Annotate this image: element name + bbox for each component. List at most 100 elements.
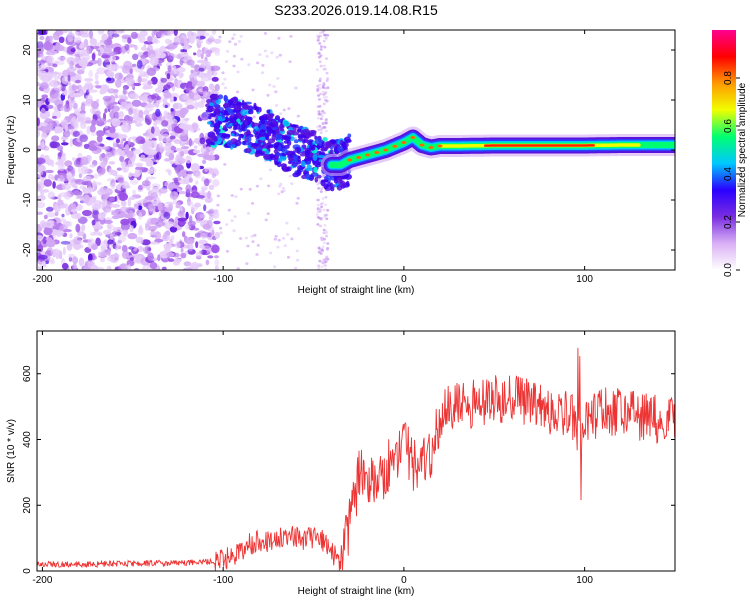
noise-blob (226, 250, 229, 253)
noise-blob (144, 72, 147, 77)
noise-blob (117, 177, 124, 184)
noise-blob (224, 87, 227, 90)
ridge-hotspot (356, 156, 361, 159)
noise-blob (321, 112, 324, 115)
noise-blob (193, 150, 200, 154)
noise-blob (253, 234, 256, 237)
noise-blob (232, 229, 235, 232)
noise-blob (62, 92, 65, 95)
noise-blob (196, 81, 206, 87)
noise-blob (261, 71, 264, 74)
ridge-blob (275, 134, 282, 140)
ridge-hotspot (401, 141, 406, 144)
noise-blob (58, 152, 62, 159)
noise-blob (109, 111, 115, 117)
noise-blob (322, 82, 325, 85)
colorbar-gradient (712, 30, 736, 270)
noise-blob (119, 156, 124, 162)
colorbar-tick-label: 0.4 (723, 167, 734, 181)
noise-blob (245, 237, 248, 240)
noise-blob (317, 94, 320, 97)
noise-blob (52, 116, 57, 119)
noise-blob (126, 151, 134, 159)
noise-blob (170, 117, 176, 123)
y-tick-label: 400 (22, 431, 33, 448)
noise-blob (323, 34, 326, 37)
noise-blob (75, 224, 80, 233)
noise-blob (184, 41, 189, 50)
noise-blob (46, 237, 53, 241)
ridge-hotspot (374, 151, 379, 154)
ridge-blob (259, 117, 266, 120)
ridge-blob (247, 136, 252, 143)
noise-blob (82, 210, 92, 216)
noise-blob (173, 261, 180, 266)
noise-blob (143, 85, 153, 90)
noise-blob (168, 183, 173, 191)
noise-blob (100, 87, 107, 93)
noise-blob (110, 132, 119, 138)
noise-blob (200, 137, 206, 144)
noise-blob (107, 223, 112, 229)
noise-blob (170, 191, 179, 200)
ridge-blob (282, 148, 288, 154)
noise-blob (127, 233, 137, 239)
noise-blob (323, 242, 326, 245)
ridge-blob (321, 179, 328, 182)
noise-blob (95, 72, 99, 81)
ridge-blob (324, 141, 332, 148)
noise-blob (73, 211, 77, 214)
noise-blob (92, 204, 102, 210)
noise-blob (316, 126, 319, 129)
noise-blob (104, 108, 107, 113)
ridge-blob (283, 121, 288, 126)
ridge-blob (288, 157, 295, 161)
noise-blob (65, 125, 69, 132)
noise-blob (62, 183, 71, 190)
noise-blob (170, 235, 174, 240)
noise-blob (92, 220, 96, 226)
noise-blob (185, 155, 192, 163)
noise-blob (223, 163, 226, 166)
noise-blob (90, 125, 96, 133)
noise-blob (188, 243, 193, 249)
noise-blob (39, 74, 45, 80)
ridge-blob (284, 140, 289, 143)
noise-blob (67, 67, 77, 72)
ridge-blob (279, 124, 284, 128)
noise-blob (204, 151, 209, 156)
noise-blob (49, 141, 57, 148)
y-tick-label: 0 (22, 568, 33, 574)
noise-blob (322, 245, 325, 248)
noise-blob (72, 256, 78, 264)
ridge-blob (236, 102, 243, 105)
noise-blob (114, 214, 124, 218)
noise-blob (177, 67, 185, 72)
noise-blob (180, 151, 185, 157)
x-tick-label: -100 (213, 274, 233, 285)
ridge-blob (307, 165, 312, 170)
noise-blob (98, 168, 105, 175)
noise-blob (186, 88, 192, 94)
noise-blob (319, 98, 322, 101)
noise-blob (138, 76, 142, 83)
noise-blob (318, 113, 321, 116)
noise-blob (123, 251, 126, 258)
y-tick-label: -10 (22, 192, 33, 207)
ridge-blob (221, 110, 228, 115)
noise-blob (137, 163, 143, 167)
ridge-blob (305, 173, 310, 179)
noise-blob (195, 241, 198, 248)
noise-blob (82, 181, 92, 186)
noise-blob (238, 40, 241, 43)
noise-blob (151, 103, 159, 108)
noise-blob (290, 238, 293, 241)
noise-blob (157, 254, 160, 261)
noise-blob (168, 258, 174, 262)
ridge-blob (308, 139, 313, 142)
ridge-blob (245, 148, 252, 153)
noise-blob (322, 232, 325, 235)
noise-blob (319, 249, 322, 252)
noise-blob (84, 81, 93, 89)
noise-blob (240, 188, 243, 191)
